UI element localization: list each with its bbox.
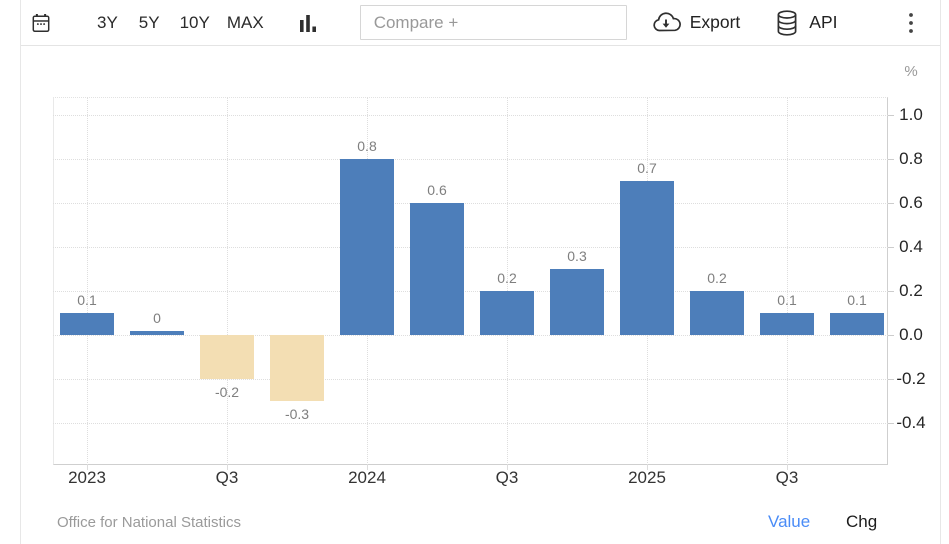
x-axis-tick (507, 465, 508, 470)
y-axis-tick (888, 291, 894, 292)
bar-value-label: 0.7 (637, 160, 657, 176)
api-label: API (809, 12, 838, 32)
y-axis-unit-label: % (904, 63, 918, 80)
calendar-button[interactable] (30, 12, 52, 34)
y-tick-label: -0.4 (896, 413, 926, 432)
y-axis-tick (888, 115, 894, 116)
x-axis-tick (787, 465, 788, 470)
y-axis-tick (888, 423, 894, 424)
bar-value-label: 0.1 (777, 292, 797, 308)
bar[interactable] (60, 313, 114, 335)
x-axis-tick (87, 465, 88, 470)
y-tick-label: 0.4 (899, 237, 923, 256)
gridline-vertical (87, 97, 88, 465)
x-tick-label: Q3 (775, 468, 799, 487)
source-attribution: Office for National Statistics (57, 514, 241, 531)
bar-value-label: 0.8 (357, 138, 377, 154)
y-axis-tick (888, 247, 894, 248)
database-icon (774, 9, 800, 37)
plot-area (53, 97, 888, 465)
period-button-5y[interactable]: 5Y (138, 12, 160, 32)
x-tick-label: 2025 (628, 468, 666, 487)
gridline-horizontal (53, 335, 888, 336)
bar[interactable] (550, 269, 604, 335)
gridline-horizontal (53, 423, 888, 424)
bar-value-label: -0.2 (214, 384, 240, 400)
bar[interactable] (690, 291, 744, 335)
x-axis-tick (227, 465, 228, 470)
cloud-download-icon (651, 11, 681, 35)
y-tick-label: -0.2 (896, 369, 926, 388)
api-button[interactable]: API (774, 9, 837, 37)
bar-value-label: 0.6 (427, 182, 447, 198)
chart-type-button[interactable] (296, 10, 320, 36)
gridline-horizontal (53, 203, 888, 204)
calendar-icon (30, 12, 52, 34)
bar[interactable] (480, 291, 534, 335)
period-button-3y[interactable]: 3Y (97, 12, 118, 32)
y-tick-label: 0.6 (899, 193, 923, 212)
y-axis-tick (888, 335, 894, 336)
bar-chart-icon (296, 10, 320, 36)
x-axis-tick (647, 465, 648, 470)
bar[interactable] (620, 181, 674, 335)
y-axis-tick (888, 379, 894, 380)
x-tick-label: Q3 (215, 468, 239, 487)
gridline-horizontal (53, 159, 888, 160)
chg-toggle-button[interactable]: Chg (846, 512, 878, 531)
gridline-horizontal (53, 115, 888, 116)
y-axis-tick (888, 203, 894, 204)
x-tick-label: 2023 (68, 468, 106, 487)
bar[interactable] (130, 331, 184, 335)
gridline-horizontal (53, 291, 888, 292)
toolbar: 3Y 5Y 10Y MAX Export (21, 0, 940, 46)
x-tick-label: 2024 (348, 468, 386, 487)
compare-input[interactable] (359, 5, 627, 40)
export-button[interactable]: Export (651, 11, 741, 35)
bar-value-label: 0 (153, 310, 161, 326)
y-tick-label: 0.0 (899, 325, 923, 344)
x-axis-tick (367, 465, 368, 470)
period-button-10y[interactable]: 10Y (179, 12, 210, 32)
gridline-vertical (227, 97, 228, 465)
y-axis-tick (888, 159, 894, 160)
bar-value-label: 0.2 (497, 270, 517, 286)
more-options-button[interactable] (906, 10, 916, 36)
y-tick-label: 1.0 (899, 105, 923, 124)
bar[interactable] (410, 203, 464, 335)
y-tick-label: 0.2 (899, 281, 923, 300)
gridline-vertical (507, 97, 508, 465)
bar[interactable] (830, 313, 884, 335)
gridline-horizontal (53, 247, 888, 248)
bar-value-label: 0.3 (567, 248, 587, 264)
bar-value-label: 0.2 (707, 270, 727, 286)
bar[interactable] (270, 335, 324, 401)
export-label: Export (689, 12, 741, 32)
bar[interactable] (200, 335, 254, 379)
bar-value-label: 0.1 (847, 292, 867, 308)
value-toggle-button[interactable]: Value (768, 512, 811, 531)
period-button-max[interactable]: MAX (226, 12, 264, 32)
gridline-horizontal (53, 379, 888, 380)
gridline-vertical (787, 97, 788, 465)
bar[interactable] (760, 313, 814, 335)
kebab-menu-icon (906, 10, 916, 36)
bar-value-label: -0.3 (284, 406, 310, 422)
x-tick-label: Q3 (495, 468, 519, 487)
y-tick-label: 0.8 (899, 149, 923, 168)
bar[interactable] (340, 159, 394, 335)
bar-value-label: 0.1 (77, 292, 97, 308)
